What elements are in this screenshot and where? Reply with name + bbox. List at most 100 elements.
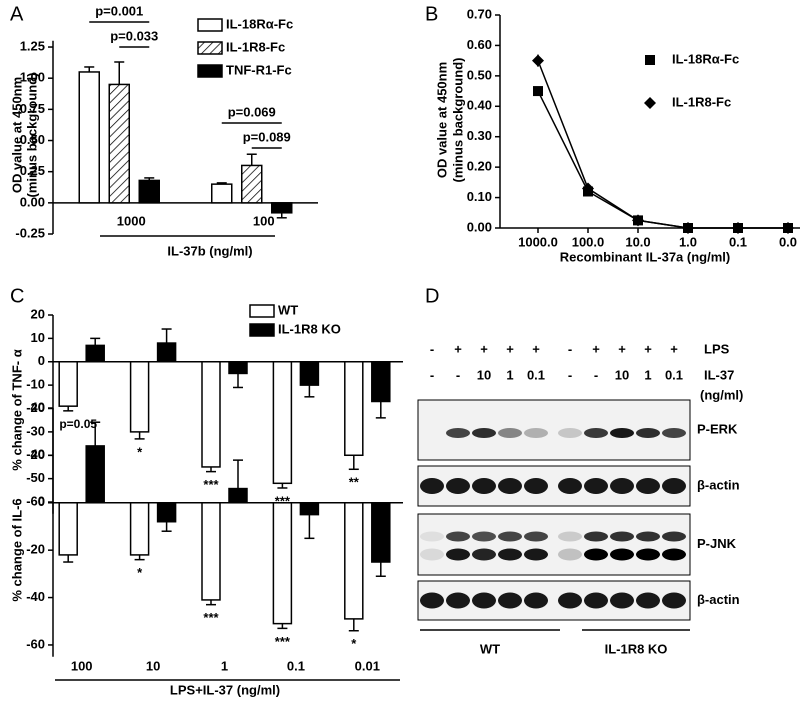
band-label: P-ERK (697, 421, 738, 436)
blot-band (420, 548, 444, 561)
blot-band (662, 428, 686, 438)
x-tick-label: 0.0 (779, 234, 797, 249)
bar (138, 179, 160, 204)
significance-label: * (351, 636, 357, 651)
annotation: p=0.033 (110, 28, 158, 43)
treatment-label: LPS (704, 341, 730, 356)
blot-band (636, 548, 660, 561)
treatment-sign: - (430, 367, 434, 382)
blot-band (524, 428, 548, 438)
y-tick-label: -20 (26, 400, 45, 415)
blot-band (610, 592, 634, 609)
legend-marker (645, 55, 655, 65)
blot-band (524, 478, 548, 494)
bar (344, 502, 364, 620)
treatment-sign: + (618, 341, 626, 356)
significance-label: p=0.05 (59, 417, 97, 431)
legend-label: IL-1R8-Fc (226, 39, 285, 54)
band-label: β-actin (697, 592, 740, 607)
blot-band (584, 548, 608, 561)
bar (85, 344, 105, 363)
y-tick-label: 0.25 (20, 163, 45, 178)
y-tick-label: 0.10 (467, 189, 492, 204)
y-tick-label: 0.00 (467, 219, 492, 234)
blot-band (610, 548, 634, 561)
blot-band (558, 548, 582, 561)
bar (299, 502, 320, 516)
x-axis-label: IL-37b (ng/ml) (167, 243, 252, 258)
treatment-unit: (ng/ml) (700, 387, 743, 402)
treatment-sign: 0.1 (527, 367, 545, 382)
legend-swatch (197, 64, 223, 78)
x-tick-label: 1 (221, 658, 228, 673)
bar (129, 502, 150, 556)
x-tick-label: 100.0 (572, 234, 605, 249)
y-tick-label: -60 (26, 636, 45, 651)
bar (108, 83, 130, 204)
y-tick-label: 20 (31, 306, 45, 321)
y-tick-label: 0.00 (20, 194, 45, 209)
significance-label: *** (275, 634, 291, 649)
y-tick-label: 0 (38, 494, 45, 509)
blot-band (446, 592, 470, 609)
bar (272, 361, 293, 485)
blot-band (584, 592, 608, 609)
point (782, 222, 794, 234)
treatment-sign: - (568, 367, 572, 382)
significance-label: *** (203, 610, 219, 625)
blot-band (446, 548, 470, 561)
blot-band (446, 428, 470, 438)
point (532, 54, 544, 67)
y-tick-label: 40 (31, 399, 45, 414)
blot-band (420, 592, 444, 609)
point (533, 86, 543, 97)
bar (156, 502, 177, 523)
legend-swatch (249, 323, 275, 337)
point (732, 222, 744, 234)
bar (272, 502, 293, 625)
blot-band (498, 428, 522, 438)
treatment-sign: 10 (477, 367, 491, 382)
treatment-sign: + (532, 341, 540, 356)
annotation: p=0.069 (228, 104, 276, 119)
treatment-sign: 1 (506, 367, 513, 382)
band-label: β-actin (697, 477, 740, 492)
blot-band (498, 592, 522, 609)
y-tick-label: -0.25 (15, 225, 45, 240)
x-axis-label: Recombinant IL-37a (ng/ml) (560, 249, 730, 264)
blot-band (636, 478, 660, 494)
blot-band (610, 478, 634, 494)
bar (129, 361, 150, 433)
bar (271, 202, 293, 214)
y-axis-label: % change of IL-6 (9, 498, 24, 601)
blot-band (472, 548, 496, 561)
blot-band (662, 592, 686, 609)
y-tick-label: 20 (31, 447, 45, 462)
treatment-sign: 1 (644, 367, 651, 382)
treatment-sign: - (594, 367, 598, 382)
y-axis-label: OD value at 450nm (9, 77, 24, 193)
panel-label: D (425, 285, 439, 307)
point (582, 182, 594, 195)
legend-label: TNF-R1-Fc (226, 62, 292, 77)
treatment-sign: + (670, 341, 678, 356)
bar (299, 361, 320, 386)
treatment-sign: + (480, 341, 488, 356)
significance-label: *** (203, 477, 219, 492)
y-tick-label: 0.50 (20, 132, 45, 147)
band-label: P-JNK (697, 536, 737, 551)
bar (228, 361, 248, 375)
legend-swatch (197, 18, 223, 32)
x-tick-label: 1.0 (679, 234, 697, 249)
blot-band (524, 592, 548, 609)
significance-label: ** (349, 475, 360, 490)
bar (228, 487, 248, 504)
x-tick-label: 10.0 (625, 234, 650, 249)
bar (58, 502, 78, 556)
legend-label: WT (278, 302, 298, 317)
bar (85, 445, 105, 504)
blot-band (446, 478, 470, 494)
treatment-sign: + (454, 341, 462, 356)
y-tick-label: 0.20 (467, 159, 492, 174)
